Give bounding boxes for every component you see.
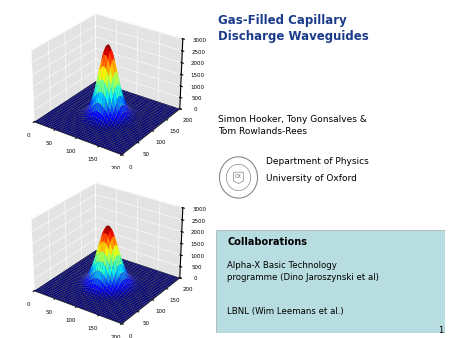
Text: LBNL (Wim Leemans et al.): LBNL (Wim Leemans et al.) (227, 307, 344, 316)
Text: Simon Hooker, Tony Gonsalves &
Tom Rowlands-Rees: Simon Hooker, Tony Gonsalves & Tom Rowla… (218, 115, 367, 136)
FancyBboxPatch shape (216, 230, 445, 333)
Text: Gas-Filled Capillary
Discharge Waveguides: Gas-Filled Capillary Discharge Waveguide… (218, 14, 369, 43)
Text: 1: 1 (438, 325, 443, 335)
Text: Collaborations: Collaborations (227, 237, 307, 247)
Text: University of Oxford: University of Oxford (266, 174, 356, 183)
Text: Alpha-X Basic Technology
programme (Dino Jaroszynski et al): Alpha-X Basic Technology programme (Dino… (227, 261, 379, 282)
Text: OX: OX (235, 174, 242, 179)
Text: Department of Physics: Department of Physics (266, 157, 368, 166)
